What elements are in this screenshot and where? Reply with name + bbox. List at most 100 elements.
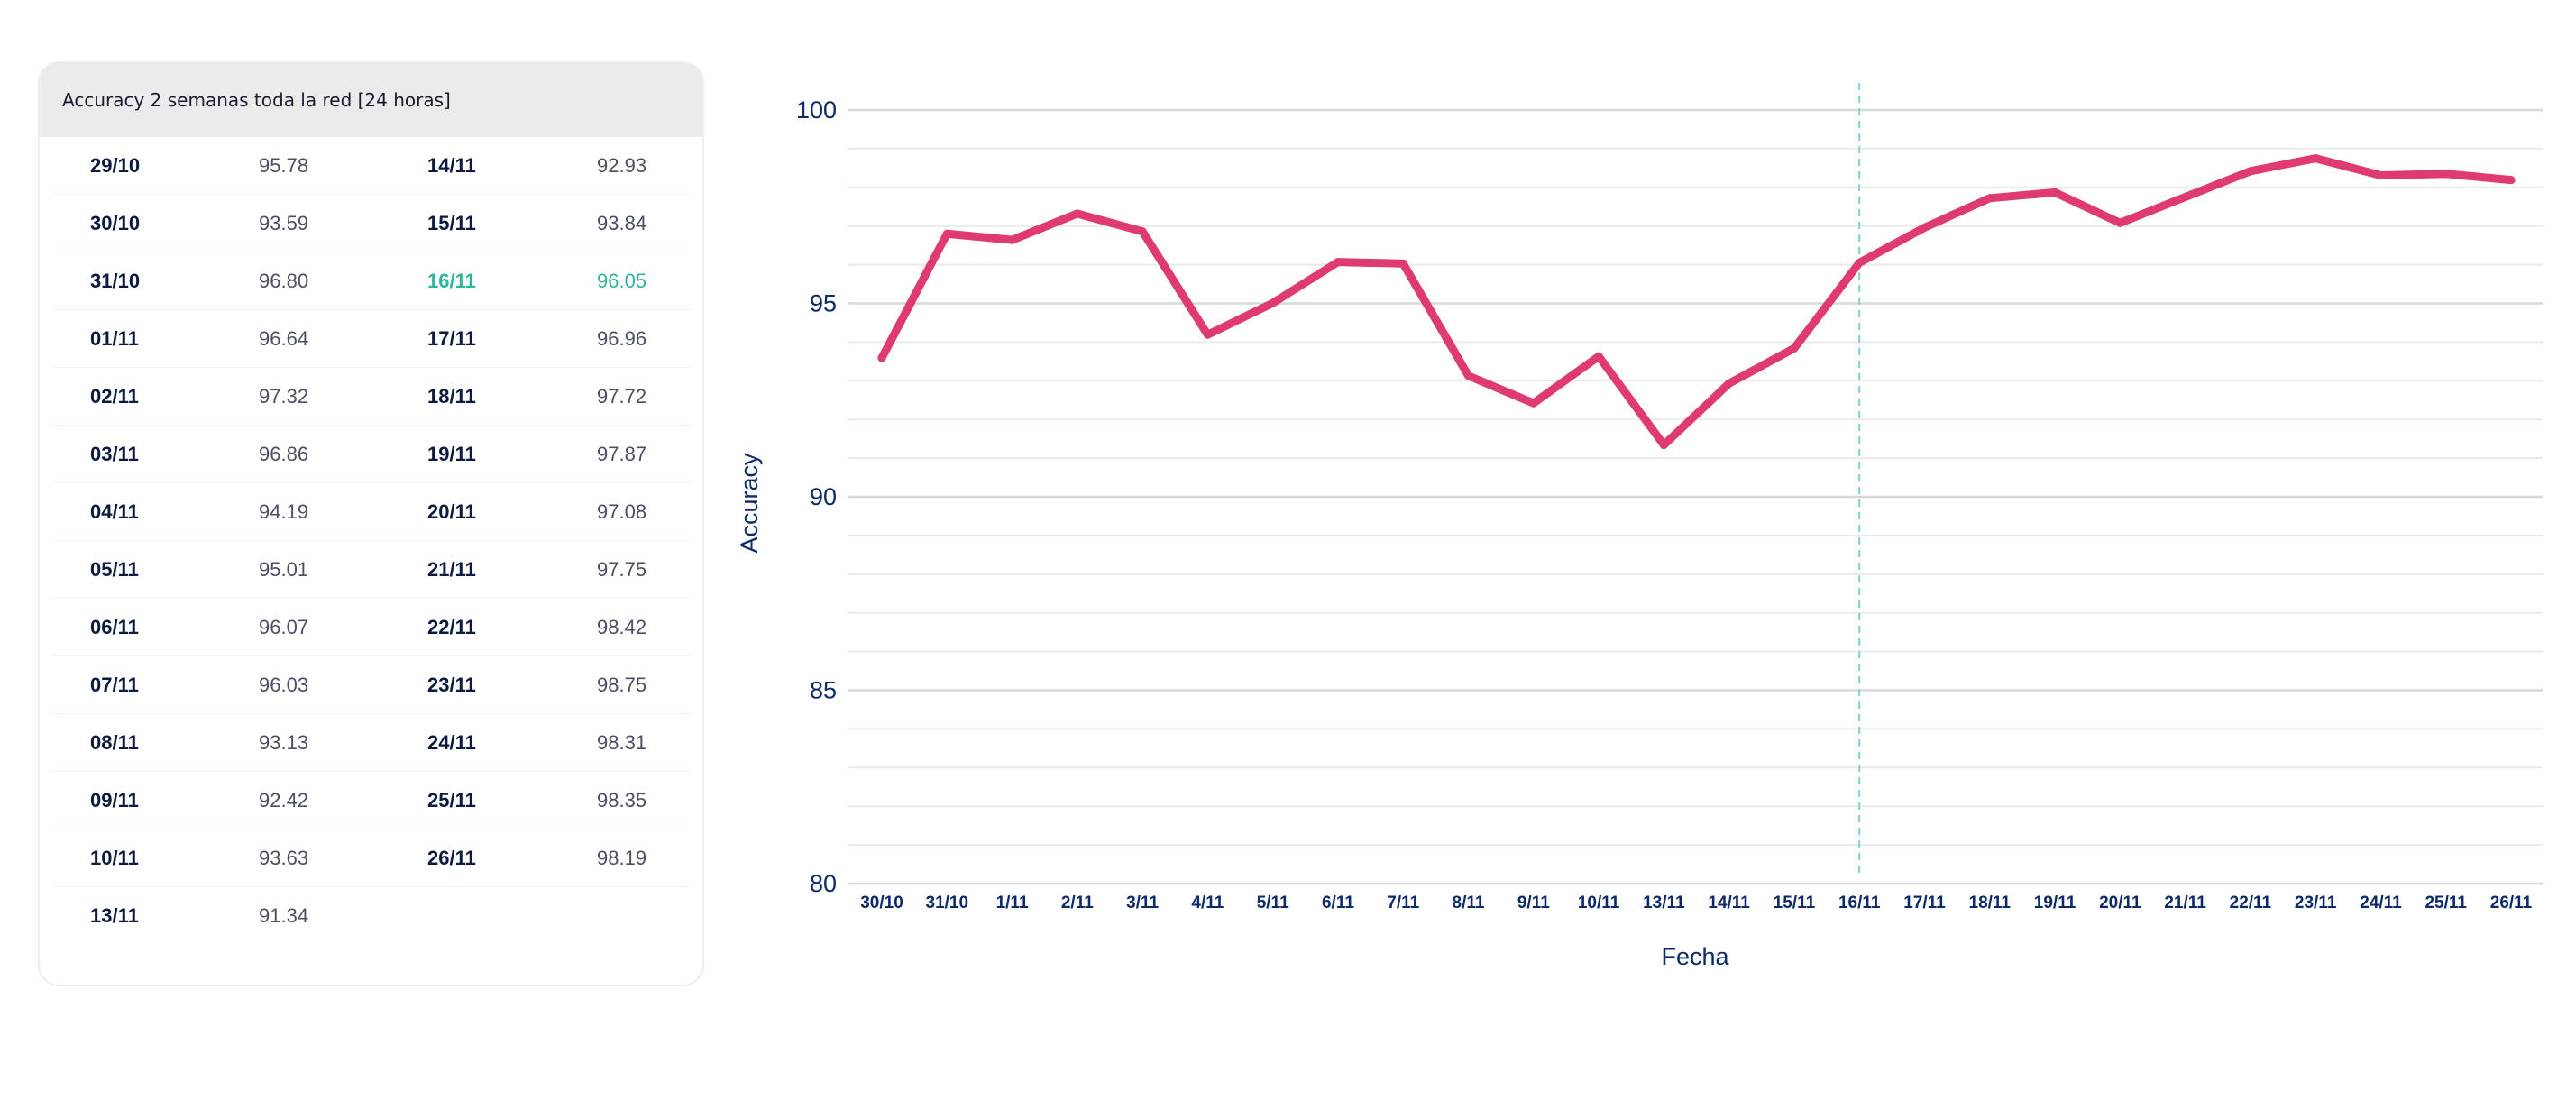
row-value: 97.32 xyxy=(259,384,309,408)
row-value: 95.78 xyxy=(259,153,309,177)
x-tick-label: 5/11 xyxy=(1257,893,1289,912)
x-tick-label: 24/11 xyxy=(2360,893,2402,912)
row-date: 18/11 xyxy=(427,384,476,408)
table-row: 03/11 96.86 19/11 97.87 xyxy=(52,426,690,483)
row-date: 08/11 xyxy=(90,730,139,754)
y-tick-label: 95 xyxy=(810,290,837,317)
row-date: 22/11 xyxy=(427,615,476,638)
row-date: 01/11 xyxy=(90,326,139,350)
row-date: 31/10 xyxy=(90,269,141,292)
row-value: 97.08 xyxy=(597,499,647,523)
row-value: 96.03 xyxy=(259,673,309,696)
data-point xyxy=(2115,218,2124,227)
table-row: 29/10 95.78 14/11 92.93 xyxy=(52,137,690,195)
row-date: 19/11 xyxy=(427,442,476,465)
row-value: 96.05 xyxy=(597,269,647,292)
table-row: 08/11 93.13 24/11 98.31 xyxy=(52,714,690,772)
x-tick-label: 30/10 xyxy=(860,893,903,912)
x-tick-label: 14/11 xyxy=(1708,893,1750,912)
row-value: 92.93 xyxy=(597,153,647,177)
x-tick-label: 17/11 xyxy=(1903,893,1946,912)
row-date: 06/11 xyxy=(90,615,139,638)
row-date: 07/11 xyxy=(90,673,139,696)
row-value: 98.31 xyxy=(597,730,647,754)
row-value: 98.42 xyxy=(597,615,647,638)
x-tick-label: 1/11 xyxy=(996,893,1029,912)
table-row: 04/11 94.19 20/11 97.08 xyxy=(52,483,690,541)
row-date: 24/11 xyxy=(427,730,476,754)
y-tick-label: 80 xyxy=(810,870,837,897)
row-value: 98.19 xyxy=(597,846,647,869)
data-point xyxy=(1269,298,1278,307)
y-tick-label: 90 xyxy=(810,483,837,510)
x-tick-label: 16/11 xyxy=(1838,893,1881,912)
data-point xyxy=(1398,259,1407,268)
x-tick-label: 3/11 xyxy=(1126,893,1159,912)
x-axis-title: Fecha xyxy=(1661,943,1729,970)
row-date: 23/11 xyxy=(427,673,476,696)
data-point xyxy=(1985,194,1994,203)
x-tick-label: 22/11 xyxy=(2230,893,2272,912)
data-point xyxy=(1725,379,1734,388)
table-row: 05/11 95.01 21/11 97.75 xyxy=(52,541,690,599)
data-point xyxy=(2246,167,2255,176)
data-point xyxy=(2181,193,2190,202)
row-date: 05/11 xyxy=(90,557,139,581)
row-value: 96.07 xyxy=(259,615,309,638)
x-tick-label: 26/11 xyxy=(2490,893,2533,912)
row-value: 93.59 xyxy=(259,211,309,234)
x-tick-label: 23/11 xyxy=(2295,893,2337,912)
x-tick-label: 4/11 xyxy=(1191,893,1224,912)
x-tick-label: 18/11 xyxy=(1969,893,2012,912)
row-value: 93.84 xyxy=(597,211,647,234)
row-date: 15/11 xyxy=(427,211,476,234)
table-header: Accuracy 2 semanas toda la red [24 horas… xyxy=(40,63,702,137)
x-tick-label: 9/11 xyxy=(1517,893,1550,912)
table-row: 07/11 96.03 23/11 98.75 xyxy=(52,656,690,714)
row-value: 95.01 xyxy=(259,557,309,581)
y-tick-label: 100 xyxy=(796,96,837,124)
row-value: 91.34 xyxy=(259,903,309,927)
data-point xyxy=(1464,371,1473,380)
x-tick-label: 25/11 xyxy=(2425,893,2467,912)
x-tick-label: 10/11 xyxy=(1578,893,1620,912)
row-date: 21/11 xyxy=(427,557,476,581)
data-point xyxy=(2311,154,2320,163)
row-date: 03/11 xyxy=(90,442,139,465)
data-point xyxy=(1920,223,1929,232)
row-date: 30/10 xyxy=(90,211,141,234)
row-value: 97.87 xyxy=(597,442,647,465)
x-tick-label: 15/11 xyxy=(1774,893,1816,912)
x-tick-label: 2/11 xyxy=(1061,893,1094,912)
row-value: 93.13 xyxy=(259,730,309,754)
data-point xyxy=(1529,399,1538,408)
row-value: 96.80 xyxy=(259,269,309,292)
row-value: 93.63 xyxy=(259,846,309,869)
row-value: 97.72 xyxy=(597,384,647,408)
row-date: 25/11 xyxy=(427,788,476,811)
data-point xyxy=(1138,227,1147,236)
accuracy-table-card: Accuracy 2 semanas toda la red [24 horas… xyxy=(38,61,704,986)
data-point xyxy=(877,353,886,362)
data-point xyxy=(2507,176,2516,185)
x-tick-label: 8/11 xyxy=(1453,893,1485,912)
row-value: 96.86 xyxy=(259,442,309,465)
table-row: 01/11 96.64 17/11 96.96 xyxy=(52,310,690,368)
data-point xyxy=(1790,344,1799,353)
table-row: 10/11 93.63 26/11 98.19 xyxy=(52,829,690,887)
table-row: 06/11 96.07 22/11 98.42 xyxy=(52,599,690,656)
row-value: 98.75 xyxy=(597,673,647,696)
x-tick-label: 6/11 xyxy=(1322,893,1354,912)
y-tick-label: 85 xyxy=(810,677,837,704)
accuracy-series-line xyxy=(877,154,2516,450)
table-row: 30/10 93.59 15/11 93.84 xyxy=(52,195,690,252)
row-date: 17/11 xyxy=(427,326,476,350)
x-tick-label: 31/10 xyxy=(926,893,969,912)
x-tick-label: 13/11 xyxy=(1643,893,1685,912)
data-point xyxy=(1594,352,1603,361)
data-point xyxy=(1334,258,1343,267)
x-tick-label: 20/11 xyxy=(2099,893,2141,912)
data-point xyxy=(1855,258,1864,267)
row-value: 94.19 xyxy=(259,499,309,523)
